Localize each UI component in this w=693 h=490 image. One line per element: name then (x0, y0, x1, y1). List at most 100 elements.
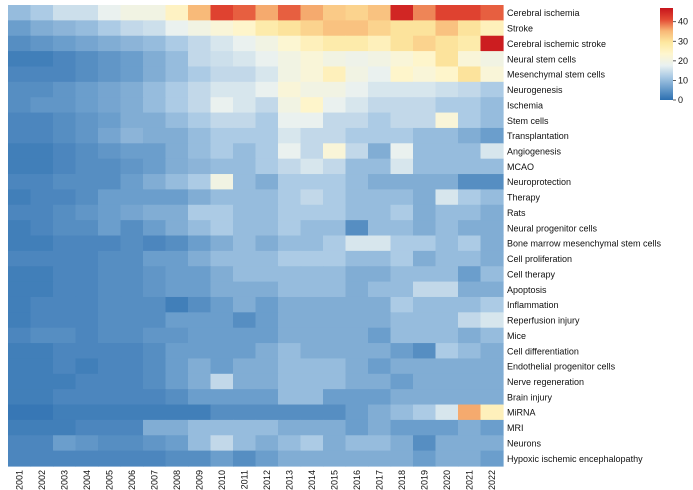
heatmap-cell (300, 20, 324, 37)
heatmap-cell (278, 250, 302, 267)
heatmap-cell (75, 143, 99, 160)
heatmap-cell (8, 220, 32, 237)
heatmap-cell (75, 327, 99, 344)
heatmap-cell (300, 281, 324, 298)
heatmap-cell (8, 266, 32, 283)
heatmap-cell (278, 112, 302, 129)
heatmap-cell (368, 450, 392, 467)
heatmap-cell (8, 450, 32, 467)
heatmap-cell (458, 174, 482, 190)
heatmap-cell (323, 235, 347, 252)
heatmap-cell (458, 404, 482, 421)
heatmap-cell (188, 174, 212, 190)
heatmap-cell (458, 127, 482, 144)
heatmap-cell (210, 51, 234, 68)
heatmap-cell (345, 312, 369, 329)
heatmap-cell (53, 435, 77, 452)
heatmap-cell (323, 66, 347, 83)
heatmap-cell (53, 189, 77, 206)
heatmap-cell (188, 204, 212, 221)
heatmap-cell (165, 435, 189, 452)
heatmap-cell (53, 66, 77, 83)
heatmap-cell (435, 373, 459, 390)
row-label: Transplantation (507, 131, 569, 141)
heatmap-cell (53, 404, 77, 421)
heatmap-cell (390, 158, 414, 175)
heatmap-cell (30, 174, 54, 190)
column-label: 2017 (374, 470, 384, 490)
heatmap-cell (233, 235, 257, 252)
heatmap-cell (300, 435, 324, 452)
heatmap-cell (435, 450, 459, 467)
heatmap-cell (255, 296, 279, 313)
heatmap-cell (120, 35, 144, 52)
heatmap-cell (345, 66, 369, 83)
heatmap-cell (233, 312, 257, 329)
heatmap-cell (413, 174, 437, 190)
heatmap-cell (210, 296, 234, 313)
heatmap-cell (255, 389, 279, 406)
heatmap-cell (278, 296, 302, 313)
heatmap-cell (30, 5, 54, 21)
heatmap-cell (30, 266, 54, 283)
heatmap-cell (413, 112, 437, 129)
heatmap-cell (390, 281, 414, 298)
heatmap-cell (8, 97, 32, 114)
heatmap-cell (30, 235, 54, 252)
heatmap-cell (75, 204, 99, 221)
heatmap-cell (53, 143, 77, 160)
column-label: 2010 (217, 470, 227, 490)
heatmap-cell (210, 174, 234, 190)
heatmap-cell (345, 281, 369, 298)
heatmap-cell (480, 112, 504, 129)
heatmap-cell (278, 174, 302, 190)
heatmap-cell (188, 189, 212, 206)
heatmap-cell (323, 312, 347, 329)
heatmap-cell (30, 404, 54, 421)
heatmap-cell (165, 174, 189, 190)
heatmap-cell (210, 281, 234, 298)
heatmap-cell (345, 204, 369, 221)
heatmap-cell (53, 127, 77, 144)
heatmap-cell (210, 143, 234, 160)
heatmap-cell (30, 419, 54, 436)
heatmap-cell (413, 235, 437, 252)
heatmap-cell (188, 35, 212, 52)
heatmap-cell (8, 373, 32, 390)
heatmap-cell (255, 81, 279, 98)
heatmap-cell (120, 158, 144, 175)
heatmap-cell (233, 35, 257, 52)
heatmap-cell (210, 266, 234, 283)
heatmap-cell (233, 296, 257, 313)
heatmap-cell (165, 5, 189, 21)
heatmap-cell (413, 250, 437, 267)
heatmap-cell (390, 143, 414, 160)
heatmap-cell (323, 189, 347, 206)
heatmap-cell (300, 143, 324, 160)
heatmap-cell (75, 250, 99, 267)
heatmap-cell (8, 343, 32, 360)
heatmap-cell (300, 327, 324, 344)
heatmap-cell (278, 450, 302, 467)
heatmap-cell (143, 189, 167, 206)
heatmap-cell (480, 404, 504, 421)
heatmap-cell (255, 281, 279, 298)
heatmap-cell (75, 404, 99, 421)
heatmap-cell (75, 51, 99, 68)
heatmap-cell (480, 51, 504, 68)
heatmap-cell (30, 112, 54, 129)
heatmap-cell (458, 204, 482, 221)
heatmap-cell (210, 66, 234, 83)
heatmap-cell (233, 189, 257, 206)
heatmap-cell (188, 158, 212, 175)
heatmap-cell (458, 327, 482, 344)
heatmap-cell (435, 127, 459, 144)
heatmap-cell (255, 343, 279, 360)
heatmap-cell (165, 389, 189, 406)
heatmap-cell (323, 266, 347, 283)
heatmap-cell (345, 373, 369, 390)
row-label: Hypoxic ischemic encephalopathy (507, 454, 643, 464)
heatmap-cell (368, 174, 392, 190)
heatmap-cell (368, 35, 392, 52)
heatmap-cell (390, 266, 414, 283)
